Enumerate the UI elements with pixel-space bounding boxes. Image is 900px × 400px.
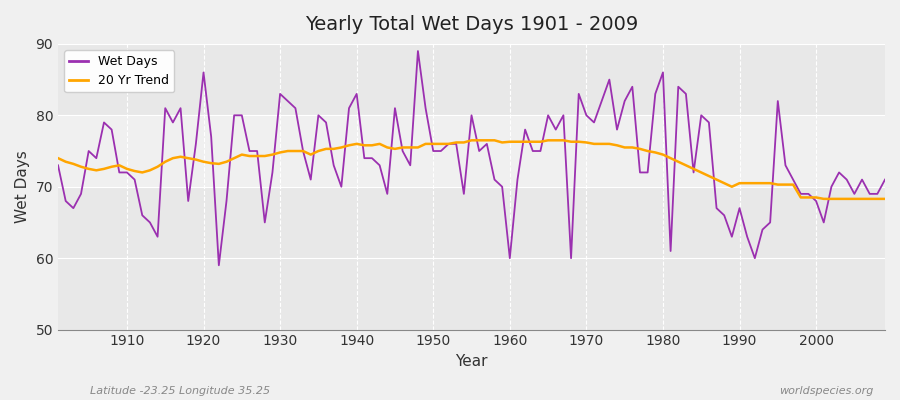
X-axis label: Year: Year bbox=[455, 354, 488, 369]
Title: Yearly Total Wet Days 1901 - 2009: Yearly Total Wet Days 1901 - 2009 bbox=[305, 15, 638, 34]
Y-axis label: Wet Days: Wet Days bbox=[15, 150, 30, 223]
Text: worldspecies.org: worldspecies.org bbox=[778, 386, 873, 396]
Bar bbox=[58, 44, 885, 115]
Bar bbox=[58, 187, 885, 258]
Bar bbox=[58, 115, 885, 187]
Text: Latitude -23.25 Longitude 35.25: Latitude -23.25 Longitude 35.25 bbox=[90, 386, 270, 396]
Legend: Wet Days, 20 Yr Trend: Wet Days, 20 Yr Trend bbox=[64, 50, 174, 92]
Bar bbox=[58, 258, 885, 330]
